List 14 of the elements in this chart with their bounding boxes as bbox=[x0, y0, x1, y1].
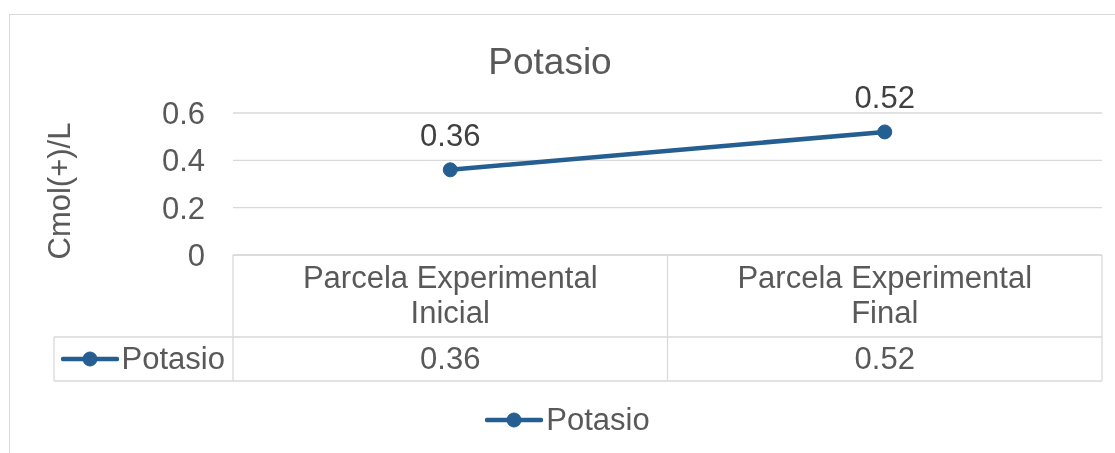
y-axis-title: Cmol(+)/L bbox=[42, 122, 77, 260]
x-tick-label: Parcela Experimental Inicial bbox=[302, 260, 598, 331]
annotation: 0.36 bbox=[420, 117, 481, 153]
y-tick-label: 0.4 bbox=[161, 143, 205, 179]
annotation: 0.52 bbox=[854, 79, 915, 115]
text: Potasio bbox=[121, 341, 225, 376]
x-tick-label: Parcela Experimental Final bbox=[737, 260, 1033, 331]
y-tick-label: 0.2 bbox=[161, 190, 205, 226]
y-tick-label: 0.6 bbox=[161, 96, 205, 132]
legend-label: Potasio bbox=[546, 402, 650, 438]
data-label: 0.36 bbox=[420, 341, 481, 377]
chart-title: Potasio bbox=[487, 41, 613, 82]
y-tick-label: 0 bbox=[187, 238, 205, 274]
data-label: 0.52 bbox=[854, 341, 915, 377]
